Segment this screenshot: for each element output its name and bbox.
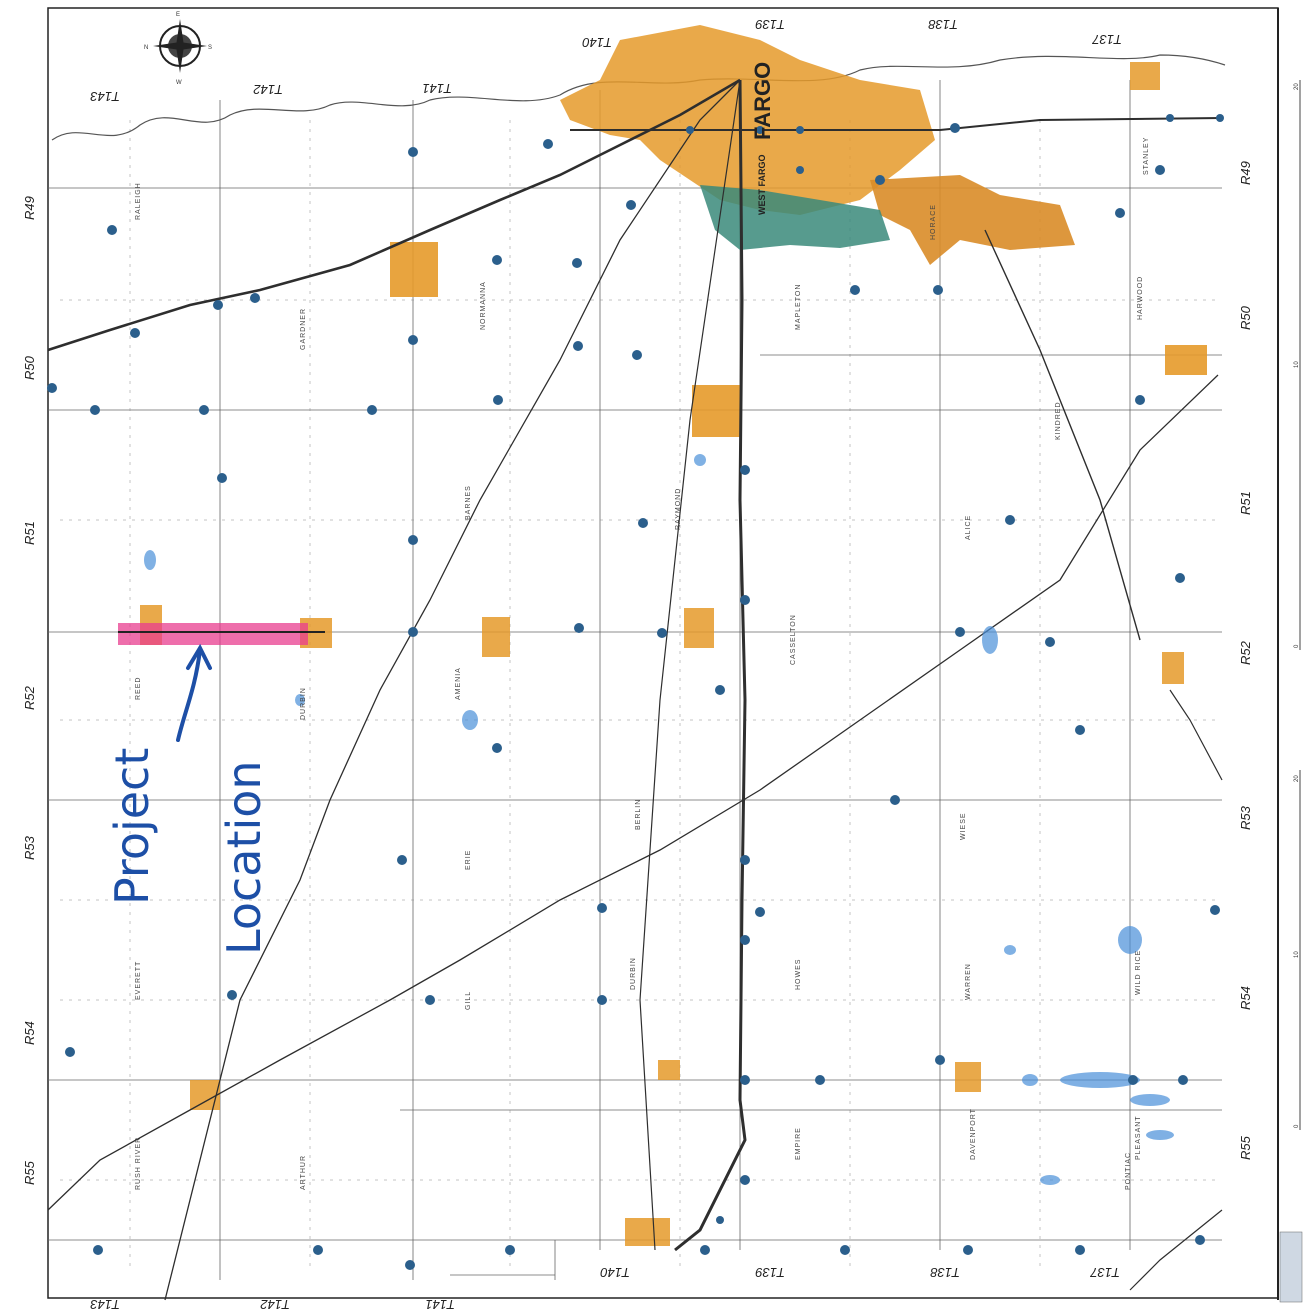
svg-text:E: E <box>176 12 180 18</box>
township-label: T142 <box>253 82 283 97</box>
township-name: CASSELTON <box>790 614 797 665</box>
scale-tick-label: 20 <box>1294 83 1300 90</box>
township-label: T139 <box>755 1265 785 1280</box>
township-name: EVERETT <box>135 961 142 1000</box>
township-name: RUSH RIVER <box>135 1137 142 1190</box>
township-name: HARWOOD <box>1137 276 1144 320</box>
township-name: BERLIN <box>635 799 642 830</box>
range-label: R49 <box>1238 161 1253 185</box>
city-label-west-fargo: WEST FARGO <box>757 155 767 216</box>
range-label: R52 <box>1238 640 1253 665</box>
township-name: EMPIRE <box>795 1127 802 1160</box>
township-label: T138 <box>930 1265 960 1280</box>
range-labels-right: R49 R50 R51 R52 R53 R54 R55 <box>1238 161 1253 1160</box>
township-label: T138 <box>928 17 958 32</box>
township-name: REED <box>135 677 142 700</box>
township-name: DURBIN <box>300 687 307 720</box>
scale-tick-label: 20 <box>1294 775 1300 782</box>
township-name: WARREN <box>965 963 972 1000</box>
range-label: R49 <box>22 196 37 220</box>
range-label: R54 <box>22 1021 37 1045</box>
city-label-fargo: FARGO <box>750 62 775 140</box>
township-name: RALEIGH <box>135 182 142 220</box>
township-name: PLEASANT <box>1135 1115 1142 1160</box>
scale-bar: 20 10 0 20 10 0 <box>1279 80 1303 1303</box>
project-location-highlight <box>118 623 325 645</box>
range-label: R52 <box>22 685 37 710</box>
township-labels-bottom: T143 T142 T141 T140 T139 T138 T137 <box>90 1265 1120 1312</box>
scale-tick-label: 0 <box>1294 644 1300 648</box>
range-label: R51 <box>22 521 37 545</box>
township-name: DURBIN <box>630 957 637 990</box>
township-name: STANLEY <box>1143 137 1150 175</box>
range-label: R53 <box>1238 805 1253 830</box>
township-labels-top: T143 T142 T141 T140 T139 T138 T137 <box>90 17 1122 104</box>
township-name: ARTHUR <box>300 1155 307 1190</box>
township-name: DAVENPORT <box>970 1108 977 1160</box>
range-labels-left: R49 R50 R51 R52 R53 R54 R55 <box>22 196 37 1185</box>
scale-tick-label: 0 <box>1294 1124 1300 1128</box>
water-features <box>144 454 1174 1185</box>
annotation-arrow-icon <box>176 643 212 742</box>
township-name: PONTIAC <box>1125 1152 1132 1190</box>
range-label: R55 <box>22 1160 37 1185</box>
range-label: R50 <box>22 355 37 380</box>
town-dots <box>47 114 1224 1270</box>
township-name: ALICE <box>965 515 972 540</box>
township-label: T143 <box>90 1297 120 1311</box>
township-name: BARNES <box>465 485 472 520</box>
scale-tick-label: 10 <box>1294 361 1300 368</box>
range-label: R53 <box>22 835 37 860</box>
annotation-word-location: Location <box>217 760 271 955</box>
range-label: R55 <box>1238 1135 1253 1160</box>
project-location-annotation: Project Location <box>105 643 271 955</box>
township-name: HORACE <box>930 204 937 240</box>
roads <box>47 78 1223 1301</box>
scale-tick-label: 10 <box>1294 951 1300 958</box>
annotation-word-project: Project <box>105 748 159 905</box>
township-name: AMENIA <box>455 667 462 700</box>
township-label: T142 <box>260 1297 290 1311</box>
range-label: R54 <box>1238 986 1253 1010</box>
map-border <box>47 7 1279 1300</box>
township-label: T137 <box>1090 1265 1120 1280</box>
section-lines <box>60 120 1220 1270</box>
township-name: WIESE <box>960 812 967 840</box>
township-label: T139 <box>755 17 785 32</box>
river <box>51 54 1226 141</box>
township-name: MAPLETON <box>795 284 802 330</box>
range-label: R51 <box>1238 491 1253 515</box>
township-name: HOWES <box>795 959 802 990</box>
township-label: T137 <box>1092 32 1122 47</box>
svg-text:N: N <box>144 45 148 51</box>
township-names: RALEIGH NORMANNA REED BARNES HARWOOD STA… <box>135 137 1150 1190</box>
range-label: R50 <box>1238 305 1253 330</box>
township-name: ERIE <box>465 850 472 870</box>
township-name: KINDRED <box>1055 401 1062 440</box>
svg-text:W: W <box>176 80 182 86</box>
township-label: T140 <box>600 1265 630 1280</box>
township-label: T143 <box>90 89 120 104</box>
township-label: T141 <box>425 1297 455 1311</box>
township-name: GILL <box>465 991 472 1010</box>
compass-rose-icon: E W N S <box>144 12 212 86</box>
township-name: NORMANNA <box>480 281 487 330</box>
township-label: T140 <box>582 35 612 50</box>
township-label: T141 <box>422 81 452 96</box>
township-name: RAYMOND <box>675 488 682 530</box>
township-name: WILD RICE <box>1135 950 1142 995</box>
svg-text:S: S <box>208 45 212 51</box>
township-name: GARDNER <box>300 308 307 350</box>
